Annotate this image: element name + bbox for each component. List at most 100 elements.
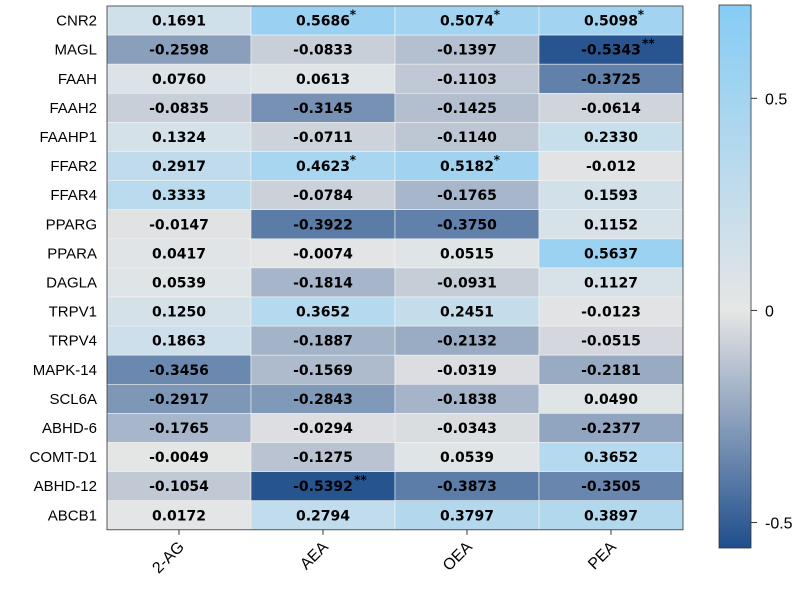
heatmap-cell <box>250 296 396 327</box>
cell-value-label: 0.1152 <box>584 217 638 233</box>
row-label: TRPV1 <box>49 304 97 321</box>
row-label: CNR2 <box>56 13 97 30</box>
heatmap-cell <box>394 325 540 356</box>
heatmap-cell <box>106 5 252 36</box>
row-label: FAAH <box>58 71 97 88</box>
significance-marker: * <box>494 153 501 167</box>
heatmap-cell <box>106 151 252 181</box>
heatmap-cell <box>394 354 540 385</box>
colorbar-tick-label: -0.5 <box>765 516 793 533</box>
cell-value-label: -0.0294 <box>293 421 353 437</box>
heatmap-cell <box>394 383 540 414</box>
cell-value-label: -0.5343 <box>581 43 641 59</box>
heatmap-cell <box>250 267 396 298</box>
significance-marker: * <box>350 153 357 167</box>
cell-value-label: -0.1887 <box>293 334 353 350</box>
significance-marker: * <box>494 8 501 22</box>
heatmap-cell <box>106 442 252 472</box>
column-label: 2-AG <box>149 539 187 577</box>
row-label: FAAH2 <box>49 100 97 117</box>
heatmap-cell <box>106 34 252 65</box>
heatmap-cell <box>250 5 396 36</box>
row-label: ABHD-12 <box>34 478 97 495</box>
heatmap-cell <box>106 93 252 123</box>
significance-marker: * <box>350 8 357 22</box>
heatmap-cell <box>106 500 252 531</box>
cell-value-label: -0.3145 <box>293 101 353 117</box>
heatmap-cell <box>106 325 252 356</box>
heatmap-cell <box>538 238 684 269</box>
cell-value-label: 0.0417 <box>152 246 206 262</box>
cell-value-label: 0.0539 <box>152 275 206 291</box>
cell-value-label: -0.0931 <box>437 275 497 291</box>
cell-value-label: 0.4623 <box>296 159 350 175</box>
heatmap-cell <box>538 63 684 94</box>
heatmap-cell <box>250 34 396 65</box>
cell-value-label: 0.3897 <box>584 508 638 524</box>
cell-value-label: 0.5182 <box>440 159 494 175</box>
cell-value-label: -0.1140 <box>437 130 497 146</box>
column-labels: 2-AG AEA OEA PEA <box>149 529 620 577</box>
cell-value-label: -0.3922 <box>293 217 353 233</box>
cell-value-label: 0.3333 <box>152 188 206 204</box>
cell-value-label: -0.2917 <box>149 392 209 408</box>
cell-value-label: 0.0490 <box>584 392 638 408</box>
row-label: MAPK-14 <box>33 362 97 379</box>
heatmap-cell <box>394 151 540 181</box>
cell-value-label: -0.3505 <box>581 479 641 495</box>
cell-value-label: -0.3456 <box>149 363 209 379</box>
heatmap-cells: 0.1691 0.5686 * 0.5074 * 0.5098 *-0.2598 -0.083… <box>106 5 684 531</box>
cell-value-label: -0.3873 <box>437 479 497 495</box>
cell-value-label: -0.0123 <box>581 305 641 321</box>
heatmap-cell <box>538 500 684 531</box>
colorbar-tick-label: 0.5 <box>765 91 787 108</box>
cell-value-label: -0.3750 <box>437 217 497 233</box>
heatmap-cell <box>250 151 396 181</box>
cell-value-label: -0.0784 <box>293 188 353 204</box>
heatmap-cell <box>106 209 252 240</box>
heatmap-cell <box>106 354 252 385</box>
cell-value-label: -0.1765 <box>437 188 497 204</box>
heatmap-cell <box>394 180 540 211</box>
heatmap-cell <box>250 354 396 385</box>
cell-value-label: 0.2794 <box>296 508 350 524</box>
column-label: OEA <box>440 538 476 574</box>
cell-value-label: 0.0539 <box>440 450 494 466</box>
row-label: ABCB1 <box>48 507 97 524</box>
colorbar-gradient <box>718 4 752 549</box>
heatmap-cell <box>394 209 540 240</box>
cell-value-label: -0.3725 <box>581 72 641 88</box>
row-label: FFAR2 <box>50 158 97 175</box>
row-label: SCL6A <box>49 391 97 408</box>
cell-value-label: -0.2181 <box>581 363 641 379</box>
heatmap-cell <box>538 442 684 472</box>
cell-value-label: 0.1324 <box>152 130 206 146</box>
heatmap-cell <box>250 63 396 94</box>
cell-value-label: -0.1425 <box>437 101 497 117</box>
row-label: FAAHP1 <box>39 129 97 146</box>
heatmap-cell <box>394 122 540 152</box>
cell-value-label: -0.1814 <box>293 275 353 291</box>
cell-value-label: 0.5637 <box>584 246 638 262</box>
heatmap-cell <box>394 238 540 269</box>
cell-value-label: -0.0074 <box>293 246 353 262</box>
heatmap-cell <box>538 34 684 65</box>
significance-marker: ** <box>642 37 655 51</box>
cell-value-label: -0.0147 <box>149 217 209 233</box>
significance-marker: ** <box>354 473 367 487</box>
heatmap-border <box>106 5 684 531</box>
cell-value-label: 0.0760 <box>152 72 206 88</box>
row-label: PPARA <box>47 245 97 262</box>
cell-value-label: -0.2598 <box>149 43 209 59</box>
cell-value-label: -0.1275 <box>293 450 353 466</box>
heatmap-cell <box>250 122 396 152</box>
heatmap-cell <box>106 267 252 298</box>
heatmap-cell <box>106 122 252 152</box>
cell-value-label: 0.3652 <box>296 305 350 321</box>
row-label: DAGLA <box>46 274 97 291</box>
cell-value-label: 0.0613 <box>296 72 350 88</box>
row-label: MAGL <box>54 42 97 59</box>
cell-value-label: 0.2451 <box>440 305 494 321</box>
cell-value-label: 0.5686 <box>296 14 350 30</box>
